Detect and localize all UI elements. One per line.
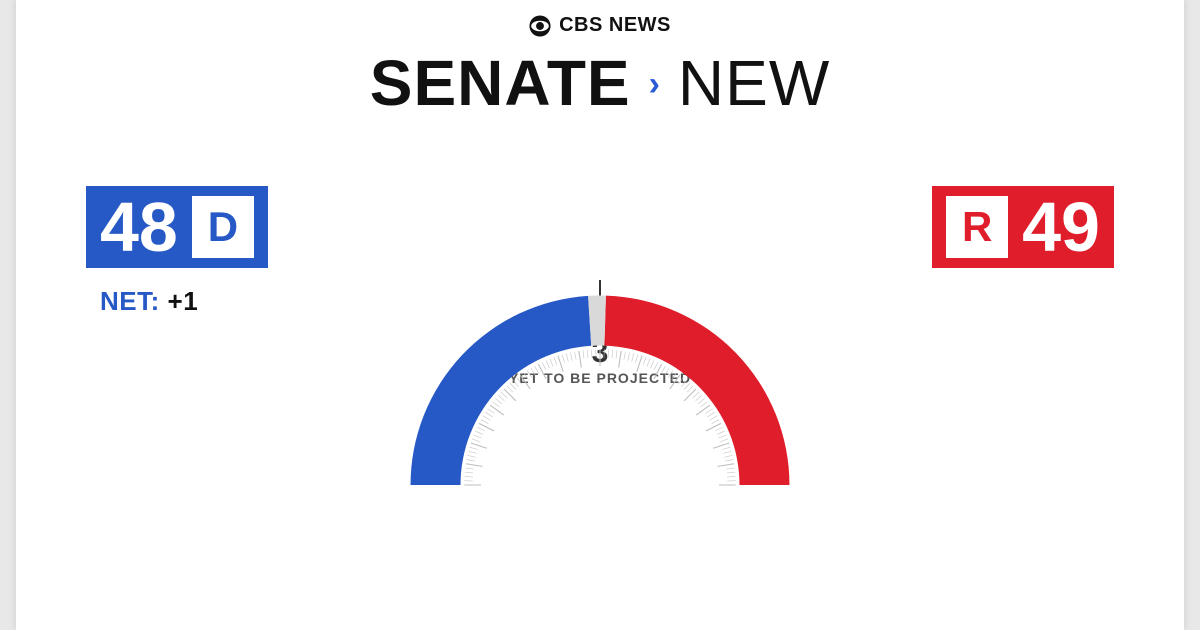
net-label: NET: [100,286,160,316]
title-separator-icon: › [649,65,660,104]
dem-arc [411,296,592,485]
senate-arc-chart [220,285,980,630]
rep-score-box: R 49 [932,186,1114,268]
dem-score-box: 48 D [86,186,268,268]
network-brand: CBS NEWS [529,14,671,37]
dem-party-letter: D [192,196,254,258]
network-name: CBS NEWS [559,14,671,37]
net-value: +1 [168,286,199,316]
undecided-arc [588,296,606,346]
rep-party-letter: R [946,196,1008,258]
title-bold: SENATE [370,46,631,120]
title-light: NEW [678,46,830,120]
dem-seat-count: 48 [100,192,178,262]
title-row: SENATE › NEW [16,46,1184,120]
rep-seat-count: 49 [1022,192,1100,262]
stage: CBS NEWS SENATE › NEW 48 D NET: +1 R 49 … [16,0,1184,630]
rep-arc [604,296,789,485]
arc-svg [220,285,980,630]
cbs-eye-icon [529,15,551,37]
dem-net-badge: NET: +1 [86,280,212,323]
header: CBS NEWS SENATE › NEW [16,0,1184,120]
